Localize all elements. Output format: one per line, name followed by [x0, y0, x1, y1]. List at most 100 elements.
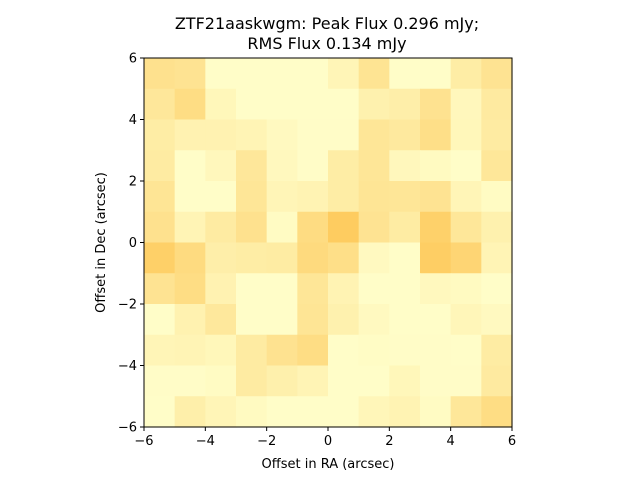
heatmap-cell — [144, 88, 176, 121]
heatmap-cell — [389, 304, 421, 336]
heatmap-cell — [328, 119, 360, 151]
heatmap-cell — [450, 273, 482, 305]
heatmap-cell — [358, 242, 390, 274]
heatmap-cell — [420, 365, 452, 397]
heatmap-cell — [481, 181, 513, 213]
heatmap-cell — [358, 58, 390, 90]
heatmap-cell — [144, 150, 176, 182]
heatmap-cell — [450, 58, 482, 90]
heatmap-cell — [174, 334, 206, 367]
heatmap-cell — [297, 211, 329, 244]
heatmap-cell — [420, 119, 452, 151]
heatmap-cell — [144, 396, 176, 428]
heatmap-cell — [236, 58, 268, 90]
heatmap-cell — [450, 150, 482, 182]
heatmap-cell — [481, 58, 513, 90]
heatmap-cell — [236, 334, 268, 367]
x-tick-label: 4 — [447, 434, 455, 449]
heatmap-cell — [236, 396, 268, 428]
heatmap-cell — [236, 88, 268, 121]
heatmap-cell — [420, 88, 452, 121]
heatmap-cell — [205, 58, 237, 90]
x-tick-label: 0 — [324, 434, 332, 449]
heatmap-cell — [420, 334, 452, 367]
heatmap-cell — [266, 211, 298, 244]
heatmap-cell — [205, 181, 237, 213]
heatmap-cell — [266, 150, 298, 182]
y-tick-label: −2 — [118, 298, 137, 313]
heatmap-cell — [236, 150, 268, 182]
heatmap-cell — [328, 242, 360, 274]
heatmap-cell — [389, 211, 421, 244]
heatmap-cell — [205, 150, 237, 182]
heatmap-cell — [266, 365, 298, 397]
y-axis-label: Offset in Dec (arcsec) — [94, 172, 109, 313]
heatmap-cell — [450, 334, 482, 367]
x-tick-label: 6 — [508, 434, 516, 449]
heatmap-cell — [174, 181, 206, 213]
heatmap-cell — [297, 396, 329, 428]
heatmap-cell — [358, 365, 390, 397]
heatmap-cell — [144, 181, 176, 213]
heatmap-cell — [205, 242, 237, 274]
heatmap-cell — [450, 211, 482, 244]
heatmap-cell — [205, 119, 237, 151]
heatmap-cell — [389, 88, 421, 121]
heatmap-cell — [358, 119, 390, 151]
heatmap-cell — [174, 211, 206, 244]
heatmap-cell — [297, 88, 329, 121]
x-axis-ticks: −6 −4 −2 0 2 4 6 — [134, 427, 516, 449]
heatmap-cell — [450, 365, 482, 397]
heatmap-cell — [450, 304, 482, 336]
heatmap-cell — [328, 334, 360, 367]
chart-title-line1: ZTF21aaskwgm: Peak Flux 0.296 mJy; — [175, 14, 479, 33]
y-tick-label: 6 — [129, 52, 137, 67]
heatmap-cell — [174, 396, 206, 428]
heatmap-cell — [297, 304, 329, 336]
heatmap-cell — [205, 365, 237, 397]
heatmap-cell — [389, 150, 421, 182]
heatmap-cell — [297, 58, 329, 90]
heatmap-cell — [297, 181, 329, 213]
heatmap-cell — [297, 119, 329, 151]
y-tick-label: −6 — [118, 421, 137, 436]
heatmap-cell — [328, 365, 360, 397]
heatmap-cell — [389, 181, 421, 213]
heatmap-cell — [266, 88, 298, 121]
heatmap-cell — [266, 119, 298, 151]
heatmap-cell — [205, 334, 237, 367]
heatmap-cell — [420, 181, 452, 213]
heatmap-cell — [450, 88, 482, 121]
x-tick-label: −2 — [257, 434, 276, 449]
heatmap-cell — [389, 396, 421, 428]
heatmap-cell — [481, 150, 513, 182]
heatmap-cell — [420, 58, 452, 90]
heatmap-cell — [358, 181, 390, 213]
heatmap-cell — [174, 58, 206, 90]
heatmap-cell — [358, 211, 390, 244]
heatmap-cell — [328, 304, 360, 336]
heatmap-cell — [358, 334, 390, 367]
heatmap-cell — [266, 273, 298, 305]
heatmap-cell — [389, 334, 421, 367]
heatmap-cell — [481, 304, 513, 336]
y-axis-ticks: −6 −4 −2 0 2 4 6 — [118, 52, 144, 436]
heatmap-cell — [174, 273, 206, 305]
heatmap-cell — [328, 273, 360, 305]
heatmap-cell — [358, 88, 390, 121]
heatmap-cell — [144, 211, 176, 244]
heatmap-cell — [328, 88, 360, 121]
heatmap-cell — [358, 150, 390, 182]
heatmap-cell — [236, 242, 268, 274]
heatmap-cell — [389, 58, 421, 90]
heatmap-cell — [236, 304, 268, 336]
heatmap-cell — [144, 273, 176, 305]
chart-title-line2: RMS Flux 0.134 mJy — [247, 34, 406, 53]
heatmap-cell — [144, 242, 176, 274]
heatmap-cell — [266, 242, 298, 274]
heatmap-cell — [420, 396, 452, 428]
heatmap-cell — [420, 304, 452, 336]
heatmap-cell — [358, 396, 390, 428]
heatmap-cell — [420, 211, 452, 244]
